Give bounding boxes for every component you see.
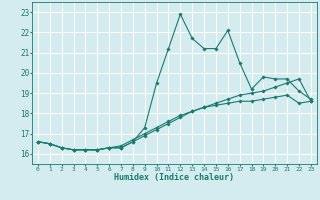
X-axis label: Humidex (Indice chaleur): Humidex (Indice chaleur)	[115, 173, 234, 182]
